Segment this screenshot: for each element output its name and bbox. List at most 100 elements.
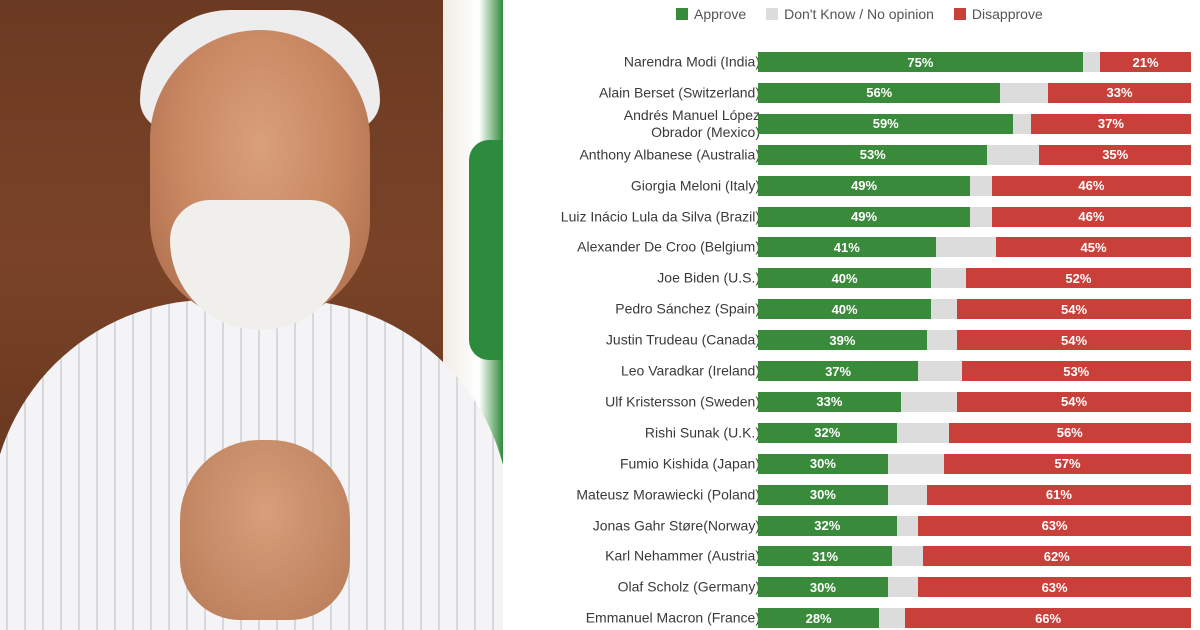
bar-segment-disapprove: 61% <box>926 484 1191 505</box>
data-label-disapprove: 66% <box>1035 610 1062 626</box>
chart-row: Alexander De Croo (Belgium) 41% 45% <box>510 237 1200 258</box>
data-label-disapprove: 61% <box>1045 487 1072 503</box>
category-label: Karl Nehammer (Austria) <box>605 548 760 565</box>
data-label-disapprove: 53% <box>1063 363 1090 379</box>
category-label: Pedro Sánchez (Spain) <box>615 301 760 318</box>
data-label-disapprove: 46% <box>1078 209 1105 224</box>
category-label: Emmanuel Macron (France) <box>586 610 760 627</box>
category-label: Jonas Gahr Støre(Norway) <box>593 517 760 534</box>
bar-segment-approve: 32% <box>758 422 897 443</box>
chart-row: Jonas Gahr Støre(Norway) 32% 63% <box>510 515 1200 536</box>
bar-segment-disapprove: 57% <box>944 453 1191 474</box>
bar-segment-disapprove: 56% <box>948 422 1191 443</box>
data-label-approve: 40% <box>831 270 858 286</box>
bar-segment-disapprove: 54% <box>957 299 1191 320</box>
bar-segment-neutral <box>970 175 992 196</box>
chart-row: Leo Varadkar (Ireland) 37% 53% <box>510 361 1200 381</box>
bar-segment-approve: 30% <box>758 453 888 474</box>
data-label-approve: 59% <box>872 116 899 132</box>
category-label-line: Anthony Albanese (Australia) <box>579 146 760 163</box>
bar-segment-disapprove: 54% <box>957 391 1191 412</box>
stacked-bar: 53% 35% <box>758 144 1191 165</box>
category-label: Alain Berset (Switzerland) <box>599 84 760 101</box>
category-label-line: Alain Berset (Switzerland) <box>598 84 760 101</box>
chart-row: Ulf Kristersson (Sweden) 33% 54% <box>510 391 1200 412</box>
data-label-approve: 30% <box>809 579 836 595</box>
legend-label-neutral: Don't Know / No opinion <box>784 6 934 22</box>
legend-label-disapprove: Disapprove <box>971 6 1043 22</box>
bar-segment-neutral <box>879 608 906 629</box>
data-label-approve: 56% <box>866 85 893 101</box>
bar-segment-approve: 28% <box>758 608 880 629</box>
stacked-bar: 59% 37% <box>758 113 1191 134</box>
data-label-disapprove: 63% <box>1041 579 1068 595</box>
category-label-line: Mateusz Morawiecki (Poland) <box>576 486 760 503</box>
bar-segment-neutral <box>1013 113 1031 134</box>
photo-flag <box>469 140 503 360</box>
stacked-bar: 30% 61% <box>758 484 1191 505</box>
category-label-line: Jonas Gahr Støre(Norway) <box>592 517 760 533</box>
data-label-approve: 49% <box>851 209 878 224</box>
data-label-disapprove: 54% <box>1061 301 1088 317</box>
data-label-approve: 53% <box>859 147 886 163</box>
legend-label-approve: Approve <box>694 6 747 22</box>
category-label-line: Fumio Kishida (Japan) <box>619 455 760 472</box>
legend-item-disapprove: Disapprove <box>953 6 1043 22</box>
data-label-approve: 49% <box>851 178 878 194</box>
data-label-approve: 30% <box>809 487 836 503</box>
bar-segment-approve: 40% <box>758 299 932 320</box>
category-label-line: Pedro Sánchez (Spain) <box>615 300 760 317</box>
data-label-approve: 39% <box>829 332 856 348</box>
stacked-bar: 28% 66% <box>758 608 1191 629</box>
chart-row: Joe Biden (U.S.) 40% 52% <box>510 268 1200 289</box>
stacked-bar: 49% 46% <box>758 175 1191 196</box>
category-label-line: Luiz Inácio Lula da Silva (Brazil) <box>560 208 760 224</box>
category-label: Ulf Kristersson (Sweden) <box>605 393 760 410</box>
bar-segment-neutral <box>896 422 949 443</box>
stacked-bar: 39% 54% <box>758 330 1191 351</box>
data-label-disapprove: 52% <box>1065 270 1092 286</box>
chart-row: Olaf Scholz (Germany) 30% 63% <box>510 577 1200 598</box>
chart-row: Narendra Modi (India) 75% 21% <box>510 52 1200 72</box>
category-label-line: Leo Varadkar (Ireland) <box>620 362 760 379</box>
bar-segment-neutral <box>887 453 945 474</box>
legend-item-neutral: Don't Know / No opinion <box>766 6 934 22</box>
bar-segment-neutral <box>926 330 958 351</box>
data-label-disapprove: 46% <box>1078 178 1105 194</box>
bar-segment-disapprove: 63% <box>918 515 1191 536</box>
bar-segment-approve: 75% <box>758 52 1083 72</box>
chart-row: Alain Berset (Switzerland) 56% 33% <box>510 82 1200 103</box>
data-label-disapprove: 21% <box>1132 54 1159 70</box>
category-label-line: Karl Nehammer (Austria) <box>605 547 760 564</box>
category-label-line: Rishi Sunak (U.K.) <box>644 424 760 441</box>
bar-segment-disapprove: 21% <box>1100 52 1191 72</box>
data-label-approve: 32% <box>814 425 841 441</box>
category-label-line: Narendra Modi (India) <box>623 53 760 70</box>
category-label-line: Alexander De Croo (Belgium) <box>577 238 760 255</box>
stacked-bar: 32% 63% <box>758 515 1191 536</box>
bar-segment-approve: 56% <box>758 82 1001 103</box>
bar-segment-disapprove: 66% <box>905 608 1191 629</box>
bar-segment-neutral <box>1082 52 1101 72</box>
category-label: Justin Trudeau (Canada) <box>606 332 760 349</box>
chart-row: Karl Nehammer (Austria) 31% 62% <box>510 546 1200 567</box>
legend-item-approve: Approve <box>676 6 746 22</box>
bar-segment-neutral <box>935 237 997 258</box>
bar-segment-approve: 39% <box>758 330 927 351</box>
category-label-line: Giorgia Meloni (Italy) <box>630 177 760 194</box>
bar-segment-approve: 31% <box>758 546 893 567</box>
bar-segment-disapprove: 46% <box>991 206 1191 227</box>
bar-segment-approve: 33% <box>758 391 901 412</box>
bar-segment-neutral <box>1000 82 1049 103</box>
category-label-line: Olaf Scholz (Germany) <box>617 578 760 595</box>
bar-segment-disapprove: 46% <box>991 175 1191 196</box>
bar-segment-approve: 32% <box>758 515 897 536</box>
category-label-line: Justin Trudeau (Canada) <box>605 331 760 348</box>
category-label: Narendra Modi (India) <box>624 54 760 71</box>
data-label-disapprove: 63% <box>1041 518 1068 533</box>
category-label: Andrés Manuel López Obrador (Mexico) <box>624 107 760 141</box>
bar-segment-neutral <box>931 299 958 320</box>
data-label-approve: 40% <box>831 301 858 317</box>
bar-segment-neutral <box>900 391 958 412</box>
data-label-approve: 30% <box>809 456 836 472</box>
